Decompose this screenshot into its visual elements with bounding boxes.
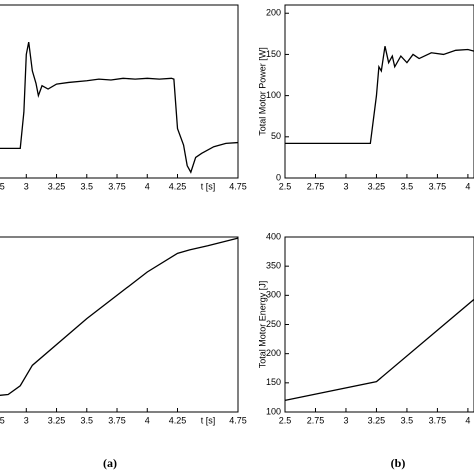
x-tick-label: 2.75 bbox=[307, 415, 325, 425]
y-tick-label: 100 bbox=[266, 406, 281, 416]
y-axis-label: Total Motor Energy [J] bbox=[257, 281, 267, 369]
caption: (a) bbox=[103, 456, 117, 470]
x-tick-label: 2.75 bbox=[0, 415, 5, 425]
y-tick-label: 150 bbox=[266, 49, 281, 59]
x-tick-label: 3.75 bbox=[108, 181, 126, 191]
x-axis-label: t [s] bbox=[201, 181, 216, 191]
x-tick-label: 2.75 bbox=[307, 181, 325, 191]
plot-frame bbox=[284, 4, 474, 179]
data-line bbox=[284, 298, 474, 401]
x-tick-label: 3.5 bbox=[401, 415, 414, 425]
y-tick-label: 100 bbox=[266, 90, 281, 100]
y-tick-label: 0 bbox=[276, 172, 281, 182]
x-tick-label: 3.75 bbox=[108, 415, 126, 425]
plot-frame bbox=[0, 236, 239, 413]
x-tick-label: 3.5 bbox=[401, 181, 414, 191]
x-tick-label: 3 bbox=[24, 415, 29, 425]
x-axis-label: t [s] bbox=[201, 415, 216, 425]
y-tick-label: 350 bbox=[266, 261, 281, 271]
x-tick-label: 4.25 bbox=[169, 415, 187, 425]
x-tick-label: 2.5 bbox=[279, 181, 292, 191]
x-tick-label: 4.25 bbox=[169, 181, 187, 191]
y-tick-label: 300 bbox=[266, 290, 281, 300]
y-tick-label: 200 bbox=[266, 348, 281, 358]
plot-frame bbox=[284, 236, 474, 413]
y-tick-label: 150 bbox=[266, 377, 281, 387]
y-tick-label: 200 bbox=[266, 8, 281, 18]
y-tick-label: 400 bbox=[266, 231, 281, 241]
x-tick-label: 4 bbox=[465, 415, 470, 425]
x-tick-label: 3.75 bbox=[429, 181, 447, 191]
x-tick-label: 4 bbox=[465, 181, 470, 191]
x-tick-label: 3.25 bbox=[368, 181, 386, 191]
x-tick-label: 3.5 bbox=[81, 181, 94, 191]
x-tick-label: 3.25 bbox=[48, 181, 66, 191]
y-tick-label: 250 bbox=[266, 319, 281, 329]
x-tick-label: 2.5 bbox=[279, 415, 292, 425]
x-tick-label: 3 bbox=[343, 181, 348, 191]
x-tick-label: 4 bbox=[145, 415, 150, 425]
x-tick-label: 3.5 bbox=[81, 415, 94, 425]
x-tick-label: 4.75 bbox=[229, 181, 247, 191]
x-tick-label: 3 bbox=[24, 181, 29, 191]
caption: (b) bbox=[391, 456, 406, 470]
plot-frame bbox=[0, 4, 239, 179]
x-tick-label: 4 bbox=[145, 181, 150, 191]
y-tick-label: 50 bbox=[271, 131, 281, 141]
x-tick-label: 3 bbox=[343, 415, 348, 425]
x-tick-label: 2.75 bbox=[0, 181, 5, 191]
data-line bbox=[0, 237, 239, 396]
y-axis-label: Total Motor Power [W] bbox=[257, 47, 267, 136]
x-tick-label: 3.75 bbox=[429, 415, 447, 425]
x-tick-label: 4.75 bbox=[229, 415, 247, 425]
x-tick-label: 3.25 bbox=[368, 415, 386, 425]
data-line bbox=[0, 41, 239, 174]
x-tick-label: 3.25 bbox=[48, 415, 66, 425]
data-line bbox=[285, 46, 474, 145]
